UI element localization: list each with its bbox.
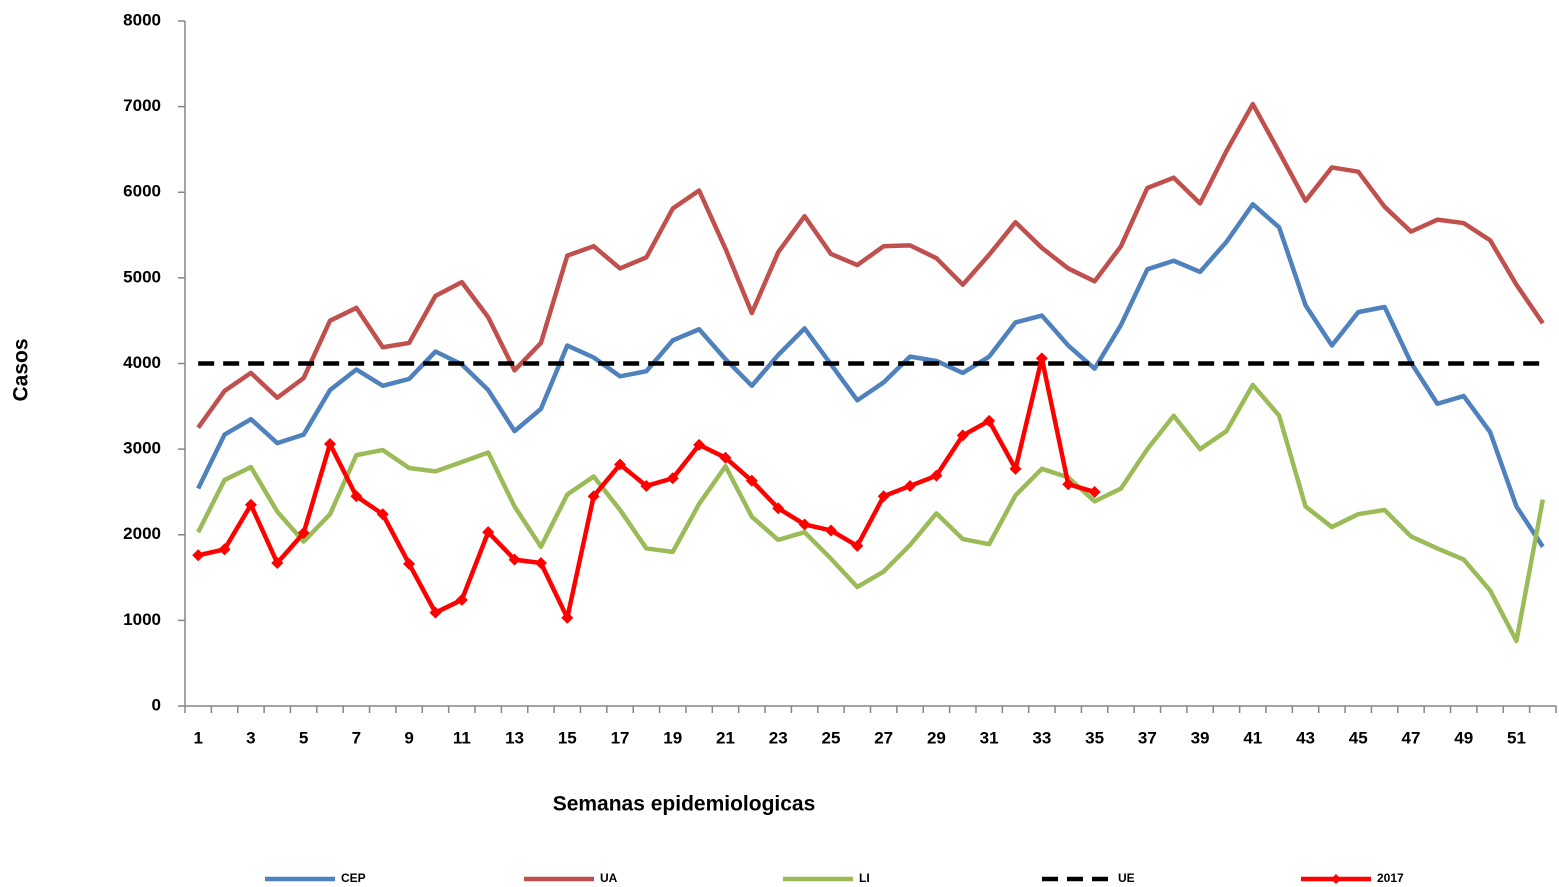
point-marker xyxy=(534,557,547,570)
x-tick-label: 29 xyxy=(927,728,946,747)
y-tick-label: 7000 xyxy=(123,96,161,115)
point-marker xyxy=(798,518,811,531)
point-marker xyxy=(824,524,837,537)
point-marker xyxy=(772,502,785,515)
x-tick-label: 1 xyxy=(193,728,202,747)
point-marker xyxy=(904,479,917,492)
point-marker xyxy=(930,469,943,482)
point-marker xyxy=(271,557,284,570)
x-tick-label: 41 xyxy=(1243,728,1262,747)
x-tick-label: 33 xyxy=(1032,728,1051,747)
x-tick-label: 39 xyxy=(1191,728,1210,747)
x-tick-label: 27 xyxy=(874,728,893,747)
y-tick-label: 5000 xyxy=(123,267,161,286)
series-line xyxy=(196,382,1546,644)
point-marker xyxy=(508,553,521,566)
point-marker xyxy=(719,451,732,464)
point-marker xyxy=(482,526,495,539)
y-axis-title: Casos xyxy=(10,338,33,401)
point-marker xyxy=(877,490,890,503)
x-tick-label: 49 xyxy=(1454,728,1473,747)
point-marker xyxy=(218,543,231,556)
point-marker xyxy=(983,414,996,427)
x-tick-label: 19 xyxy=(663,728,682,747)
y-tick-label: 0 xyxy=(152,695,161,714)
x-tick-label: 7 xyxy=(352,728,361,747)
x-tick-label: 47 xyxy=(1402,728,1421,747)
x-tick-label: 15 xyxy=(558,728,577,747)
x-tick-label: 5 xyxy=(299,728,308,747)
point-marker xyxy=(745,474,758,487)
x-tick-label: 21 xyxy=(716,728,735,747)
x-tick-label: 43 xyxy=(1296,728,1315,747)
point-marker xyxy=(297,527,310,540)
x-tick-label: 31 xyxy=(980,728,999,747)
point-marker xyxy=(350,490,363,503)
legend-marker xyxy=(1331,874,1341,884)
legend-label: UA xyxy=(600,871,618,885)
x-tick-label: 23 xyxy=(769,728,788,747)
x-axis-title: Semanas epidemiologicas xyxy=(553,793,816,816)
point-marker xyxy=(455,593,468,606)
point-marker xyxy=(192,549,205,562)
x-tick-label: 17 xyxy=(611,728,630,747)
point-marker xyxy=(587,490,600,503)
x-tick-label: 51 xyxy=(1507,728,1526,747)
point-marker xyxy=(244,498,257,511)
x-tick-label: 35 xyxy=(1085,728,1104,747)
point-marker xyxy=(640,479,653,492)
y-tick-label: 3000 xyxy=(123,439,161,458)
x-tick-label: 25 xyxy=(821,728,840,747)
point-marker xyxy=(561,611,574,624)
y-tick-label: 2000 xyxy=(123,524,161,543)
legend-label: UE xyxy=(1118,871,1135,885)
y-tick-label: 4000 xyxy=(123,353,161,372)
x-tick-label: 9 xyxy=(404,728,413,747)
point-marker xyxy=(403,557,416,570)
y-tick-label: 6000 xyxy=(123,182,161,201)
legend-label: CEP xyxy=(341,871,366,885)
point-marker xyxy=(1062,478,1075,491)
x-tick-label: 3 xyxy=(246,728,255,747)
point-marker xyxy=(666,472,679,485)
point-marker xyxy=(1035,352,1048,365)
x-tick-label: 37 xyxy=(1138,728,1157,747)
x-tick-label: 13 xyxy=(505,728,524,747)
series-line xyxy=(196,201,1545,548)
legend-label: 2017 xyxy=(1377,871,1404,885)
point-marker xyxy=(376,508,389,521)
point-marker xyxy=(956,429,969,442)
x-tick-label: 11 xyxy=(453,728,471,747)
point-marker xyxy=(1009,462,1022,475)
point-marker xyxy=(851,539,864,552)
point-marker xyxy=(1088,485,1101,498)
point-marker xyxy=(324,437,337,450)
point-marker xyxy=(693,438,706,451)
point-marker xyxy=(429,606,442,619)
series-line xyxy=(196,101,1545,430)
point-marker xyxy=(614,458,627,471)
y-tick-label: 1000 xyxy=(123,610,161,629)
y-tick-label: 8000 xyxy=(123,10,161,29)
legend-label: LI xyxy=(859,871,870,885)
x-tick-label: 45 xyxy=(1349,728,1368,747)
